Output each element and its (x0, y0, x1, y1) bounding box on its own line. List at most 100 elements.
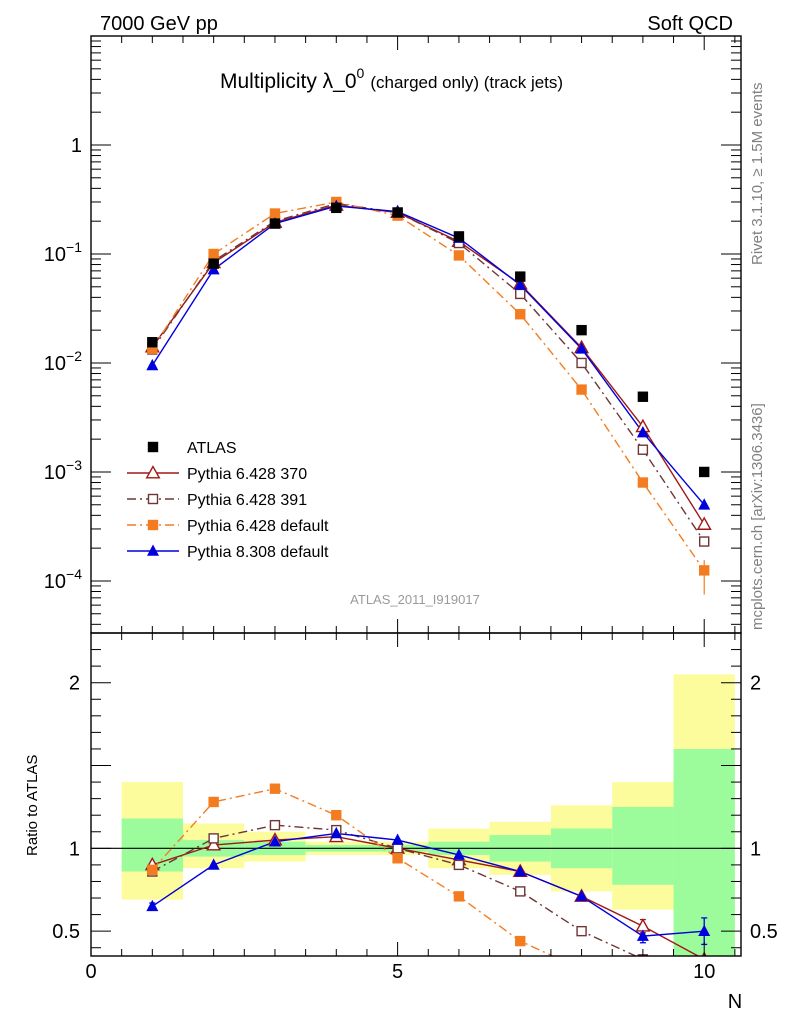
ratio-point-pythia-8-308-default (391, 833, 404, 845)
ratio-point-pythia-6-428-default (638, 979, 648, 989)
ratio-point-pythia-8-308-default (330, 826, 343, 839)
y-tick-label: 10−4 (44, 566, 82, 593)
legend-label-pythia-8-308-default: Pythia 8.308 default (187, 544, 329, 561)
ratio-y-tick-label-right: 0.5 (750, 921, 778, 943)
ratio-point-pythia-6-428-default (331, 810, 342, 821)
main-point-atlas (515, 271, 526, 282)
legend-marker-pythia-8-308-default (147, 544, 159, 556)
x-axis-label: N (728, 991, 742, 1013)
ratio-point-pythia-8-308-default (514, 865, 527, 877)
main-point-pythia-8-308-default (636, 426, 649, 438)
main-line-pythia-6-428-default (151, 201, 705, 571)
ratio-point-pythia-8-308-default (452, 848, 465, 860)
uncertainty-band-inner (612, 806, 674, 885)
ratio-point-pythia-6-428-default (453, 891, 465, 902)
ratio-point-pythia-8-308-default (575, 889, 588, 902)
ratio-y-tick-label-left: 2 (69, 673, 80, 695)
ratio-point-pythia-8-308-default (636, 929, 649, 941)
main-point-pythia-8-308-default (575, 342, 588, 354)
ratio-point-pythia-6-428-391 (269, 819, 281, 831)
header-category: Soft QCD (647, 13, 733, 35)
main-point-pythia-6-428-default (208, 248, 219, 260)
ratio-point-pythia-6-428-391 (576, 925, 587, 937)
main-point-pythia-8-308-default (514, 278, 527, 290)
ratio-y-tick-label-left: 1 (69, 838, 80, 860)
main-point-atlas (147, 337, 158, 348)
analysis-watermark: ATLAS_2011_I919017 (350, 592, 480, 607)
main-point-atlas (453, 231, 465, 242)
main-point-atlas (208, 258, 219, 269)
legend-label-atlas: ATLAS (187, 440, 237, 457)
ratio-point-pythia-6-428-370 (635, 918, 651, 932)
main-point-pythia-6-428-default (269, 208, 281, 219)
y-tick-label: 1 (71, 135, 82, 157)
legend-marker-pythia-6-428-default (147, 519, 159, 531)
ratio-point-pythia-6-428-default (515, 935, 526, 947)
main-point-pythia-8-308-default (698, 498, 711, 510)
main-point-atlas (637, 391, 649, 402)
ratio-point-pythia-6-428-391 (453, 859, 465, 871)
legend-label-pythia-6-428-391: Pythia 6.428 391 (187, 492, 307, 509)
ratio-point-pythia-6-428-391 (392, 843, 403, 854)
legend-label-pythia-6-428-370: Pythia 6.428 370 (187, 466, 307, 483)
main-point-pythia-6-428-default (576, 384, 587, 395)
ratio-point-pythia-8-308-default (207, 858, 220, 870)
ratio-y-tick-label-right: 1 (750, 838, 761, 860)
main-line-pythia-8-308-default (151, 205, 705, 506)
main-point-pythia-6-428-391 (515, 288, 526, 300)
ratio-point-pythia-8-308-default (698, 924, 711, 936)
ratio-point-pythia-6-428-default (576, 964, 586, 974)
legend-label-pythia-6-428-default: Pythia 6.428 default (187, 518, 329, 535)
ratio-line-pythia-6-428-391 (151, 824, 638, 956)
legend: ATLAS Pythia 6.428 370 Pythia 6.428 391 Pyt… (127, 440, 329, 561)
ratio-point-pythia-6-428-391 (515, 886, 526, 897)
ratio-panel: 0 5 10 2 2 1 1 0.5 0.5 (52, 36, 778, 989)
ratio-y-tick-label-right: 2 (750, 673, 761, 695)
x-tick-label: 0 (85, 961, 96, 983)
main-point-pythia-8-308-default (146, 358, 159, 371)
ratio-point-pythia-6-428-default (147, 864, 158, 876)
legend-marker-pythia-6-428-370 (145, 465, 161, 479)
ratio-point-pythia-6-428-default (392, 853, 403, 864)
main-point-atlas (576, 324, 587, 336)
ratio-point-pythia-6-428-391 (208, 833, 219, 844)
ratio-y-tick-label-left: 0.5 (52, 921, 80, 943)
chart-title: Multiplicity λ_00 (charged only) (track j… (220, 65, 563, 93)
y-tick-label: 10−2 (44, 348, 82, 375)
main-point-pythia-6-428-370 (696, 516, 712, 530)
y-tick-label: 10−3 (44, 457, 82, 484)
main-point-pythia-6-428-default (147, 343, 158, 354)
x-tick-label: 10 (693, 961, 715, 983)
main-line-pythia-6-428-370 (151, 204, 705, 525)
main-point-pythia-6-428-default (699, 565, 710, 576)
header-energy: 7000 GeV pp (100, 13, 218, 35)
x-tick-label: 5 (392, 961, 403, 983)
ratio-y-axis-label: Ratio to ATLAS (24, 755, 41, 856)
ratio-point-pythia-8-308-default (146, 899, 159, 912)
main-point-atlas (269, 218, 281, 229)
main-point-atlas (699, 466, 710, 478)
main-point-atlas (392, 207, 403, 218)
ratio-line-pythia-8-308-default (151, 832, 705, 937)
ratio-point-pythia-6-428-370 (206, 837, 222, 851)
ratio-line-pythia-6-428-default (151, 787, 555, 956)
ratio-line-pythia-6-428-370 (152, 836, 700, 956)
y-tick-label: 10−1 (44, 239, 82, 266)
main-panel: 1 10−1 10−2 10−3 10−4 (44, 35, 742, 634)
legend-marker-pythia-6-428-391 (147, 493, 159, 505)
main-point-pythia-6-428-default (515, 309, 526, 320)
legend-marker-atlas (147, 441, 159, 453)
mcplots-label: mcplots.cern.ch [arXiv:1306.3436] (749, 403, 766, 630)
main-point-pythia-6-428-391 (699, 536, 710, 547)
main-point-pythia-6-428-default (637, 477, 649, 488)
main-point-pythia-6-428-391 (576, 357, 587, 369)
ratio-frame (90, 632, 742, 957)
main-point-pythia-6-428-default (453, 250, 465, 261)
main-point-pythia-6-428-391 (637, 444, 649, 455)
ratio-point-pythia-8-308-default (268, 835, 281, 847)
ratio-point-pythia-6-428-default (269, 783, 281, 794)
main-point-atlas (331, 202, 342, 214)
ratio-point-pythia-6-428-default (208, 796, 219, 808)
rivet-version-label: Rivet 3.1.10, ≥ 1.5M events (749, 83, 766, 266)
